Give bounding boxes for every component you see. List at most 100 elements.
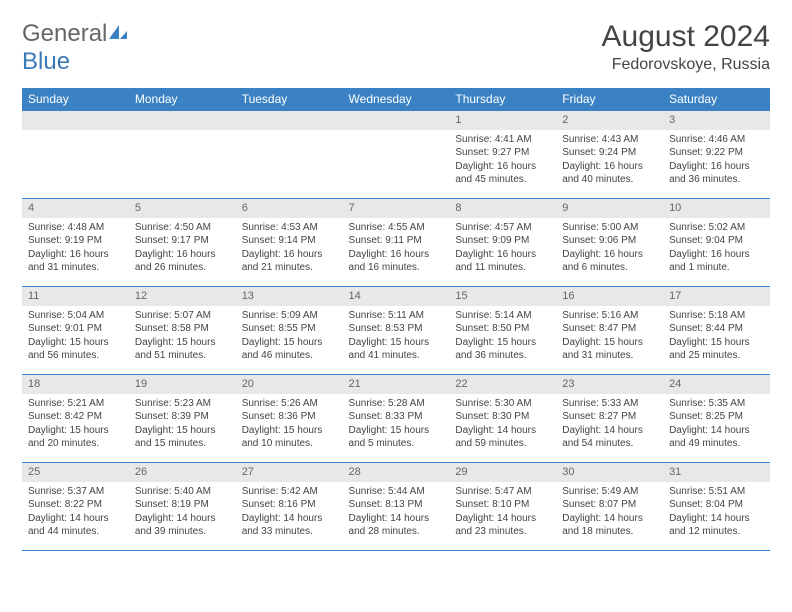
sunset-line: Sunset: 8:30 PM [455, 410, 550, 424]
daylight-line: Daylight: 16 hours and 11 minutes. [455, 248, 550, 275]
day-cell: 26Sunrise: 5:40 AMSunset: 8:19 PMDayligh… [129, 463, 236, 551]
day-cell [343, 111, 450, 199]
logo: GeneralBlue [22, 20, 129, 76]
daylight-line: Daylight: 16 hours and 26 minutes. [135, 248, 230, 275]
day-cell: 5Sunrise: 4:50 AMSunset: 9:17 PMDaylight… [129, 199, 236, 287]
sunset-line: Sunset: 8:07 PM [562, 498, 657, 512]
day-body: Sunrise: 5:18 AMSunset: 8:44 PMDaylight:… [663, 306, 770, 367]
day-cell: 22Sunrise: 5:30 AMSunset: 8:30 PMDayligh… [449, 375, 556, 463]
sunrise-line: Sunrise: 5:40 AM [135, 485, 230, 499]
day-cell: 29Sunrise: 5:47 AMSunset: 8:10 PMDayligh… [449, 463, 556, 551]
day-cell: 1Sunrise: 4:41 AMSunset: 9:27 PMDaylight… [449, 111, 556, 199]
day-number: 31 [663, 463, 770, 482]
day-body: Sunrise: 5:35 AMSunset: 8:25 PMDaylight:… [663, 394, 770, 455]
day-body: Sunrise: 4:50 AMSunset: 9:17 PMDaylight:… [129, 218, 236, 279]
daylight-line: Daylight: 16 hours and 21 minutes. [242, 248, 337, 275]
day-cell: 19Sunrise: 5:23 AMSunset: 8:39 PMDayligh… [129, 375, 236, 463]
week-row: 4Sunrise: 4:48 AMSunset: 9:19 PMDaylight… [22, 199, 770, 287]
daylight-line: Daylight: 14 hours and 49 minutes. [669, 424, 764, 451]
day-number: 28 [343, 463, 450, 482]
sunrise-line: Sunrise: 4:48 AM [28, 221, 123, 235]
sunset-line: Sunset: 8:47 PM [562, 322, 657, 336]
day-number: 30 [556, 463, 663, 482]
day-body: Sunrise: 5:16 AMSunset: 8:47 PMDaylight:… [556, 306, 663, 367]
day-body: Sunrise: 4:41 AMSunset: 9:27 PMDaylight:… [449, 130, 556, 191]
day-cell: 9Sunrise: 5:00 AMSunset: 9:06 PMDaylight… [556, 199, 663, 287]
daylight-line: Daylight: 14 hours and 44 minutes. [28, 512, 123, 539]
day-body: Sunrise: 4:43 AMSunset: 9:24 PMDaylight:… [556, 130, 663, 191]
day-cell: 28Sunrise: 5:44 AMSunset: 8:13 PMDayligh… [343, 463, 450, 551]
day-header: Wednesday [343, 88, 450, 111]
day-body: Sunrise: 5:26 AMSunset: 8:36 PMDaylight:… [236, 394, 343, 455]
day-body: Sunrise: 5:44 AMSunset: 8:13 PMDaylight:… [343, 482, 450, 543]
day-number: 3 [663, 111, 770, 130]
daylight-line: Daylight: 15 hours and 56 minutes. [28, 336, 123, 363]
daylight-line: Daylight: 14 hours and 23 minutes. [455, 512, 550, 539]
day-cell: 18Sunrise: 5:21 AMSunset: 8:42 PMDayligh… [22, 375, 129, 463]
day-body: Sunrise: 5:30 AMSunset: 8:30 PMDaylight:… [449, 394, 556, 455]
sunrise-line: Sunrise: 5:44 AM [349, 485, 444, 499]
logo-sail-icon [107, 20, 129, 48]
day-number: 7 [343, 199, 450, 218]
day-number: 21 [343, 375, 450, 394]
day-number: 25 [22, 463, 129, 482]
day-body: Sunrise: 5:00 AMSunset: 9:06 PMDaylight:… [556, 218, 663, 279]
daylight-line: Daylight: 14 hours and 54 minutes. [562, 424, 657, 451]
sunset-line: Sunset: 8:04 PM [669, 498, 764, 512]
day-cell: 15Sunrise: 5:14 AMSunset: 8:50 PMDayligh… [449, 287, 556, 375]
day-body: Sunrise: 5:33 AMSunset: 8:27 PMDaylight:… [556, 394, 663, 455]
daylight-line: Daylight: 16 hours and 45 minutes. [455, 160, 550, 187]
day-cell: 30Sunrise: 5:49 AMSunset: 8:07 PMDayligh… [556, 463, 663, 551]
day-body: Sunrise: 4:46 AMSunset: 9:22 PMDaylight:… [663, 130, 770, 191]
day-cell: 2Sunrise: 4:43 AMSunset: 9:24 PMDaylight… [556, 111, 663, 199]
sunrise-line: Sunrise: 5:23 AM [135, 397, 230, 411]
daylight-line: Daylight: 16 hours and 1 minute. [669, 248, 764, 275]
sunset-line: Sunset: 8:10 PM [455, 498, 550, 512]
day-header: Sunday [22, 88, 129, 111]
sunrise-line: Sunrise: 5:16 AM [562, 309, 657, 323]
sunrise-line: Sunrise: 4:50 AM [135, 221, 230, 235]
sunset-line: Sunset: 9:01 PM [28, 322, 123, 336]
week-row: 18Sunrise: 5:21 AMSunset: 8:42 PMDayligh… [22, 375, 770, 463]
day-cell [236, 111, 343, 199]
sunset-line: Sunset: 8:53 PM [349, 322, 444, 336]
day-body: Sunrise: 5:02 AMSunset: 9:04 PMDaylight:… [663, 218, 770, 279]
day-cell: 3Sunrise: 4:46 AMSunset: 9:22 PMDaylight… [663, 111, 770, 199]
day-header: Monday [129, 88, 236, 111]
daylight-line: Daylight: 15 hours and 31 minutes. [562, 336, 657, 363]
day-number: 23 [556, 375, 663, 394]
sunset-line: Sunset: 8:50 PM [455, 322, 550, 336]
header: GeneralBlue August 2024 Fedorovskoye, Ru… [22, 20, 770, 76]
daylight-line: Daylight: 14 hours and 59 minutes. [455, 424, 550, 451]
day-cell: 31Sunrise: 5:51 AMSunset: 8:04 PMDayligh… [663, 463, 770, 551]
sunset-line: Sunset: 9:24 PM [562, 146, 657, 160]
day-number: 4 [22, 199, 129, 218]
day-cell [129, 111, 236, 199]
sunset-line: Sunset: 8:16 PM [242, 498, 337, 512]
sunset-line: Sunset: 8:27 PM [562, 410, 657, 424]
day-body: Sunrise: 5:49 AMSunset: 8:07 PMDaylight:… [556, 482, 663, 543]
sunset-line: Sunset: 9:17 PM [135, 234, 230, 248]
sunrise-line: Sunrise: 5:49 AM [562, 485, 657, 499]
day-header: Tuesday [236, 88, 343, 111]
daylight-line: Daylight: 14 hours and 33 minutes. [242, 512, 337, 539]
sunset-line: Sunset: 8:58 PM [135, 322, 230, 336]
daylight-line: Daylight: 14 hours and 28 minutes. [349, 512, 444, 539]
calendar-head: SundayMondayTuesdayWednesdayThursdayFrid… [22, 88, 770, 111]
daylight-line: Daylight: 15 hours and 20 minutes. [28, 424, 123, 451]
daylight-line: Daylight: 15 hours and 41 minutes. [349, 336, 444, 363]
sunrise-line: Sunrise: 5:35 AM [669, 397, 764, 411]
calendar-table: SundayMondayTuesdayWednesdayThursdayFrid… [22, 88, 770, 551]
sunset-line: Sunset: 9:04 PM [669, 234, 764, 248]
day-header: Thursday [449, 88, 556, 111]
day-number: 5 [129, 199, 236, 218]
day-cell: 17Sunrise: 5:18 AMSunset: 8:44 PMDayligh… [663, 287, 770, 375]
sunset-line: Sunset: 9:22 PM [669, 146, 764, 160]
sunrise-line: Sunrise: 5:47 AM [455, 485, 550, 499]
day-number: 1 [449, 111, 556, 130]
sunrise-line: Sunrise: 5:14 AM [455, 309, 550, 323]
logo-text-general: General [22, 20, 107, 47]
day-number-empty [236, 111, 343, 130]
sunrise-line: Sunrise: 5:51 AM [669, 485, 764, 499]
day-cell [22, 111, 129, 199]
